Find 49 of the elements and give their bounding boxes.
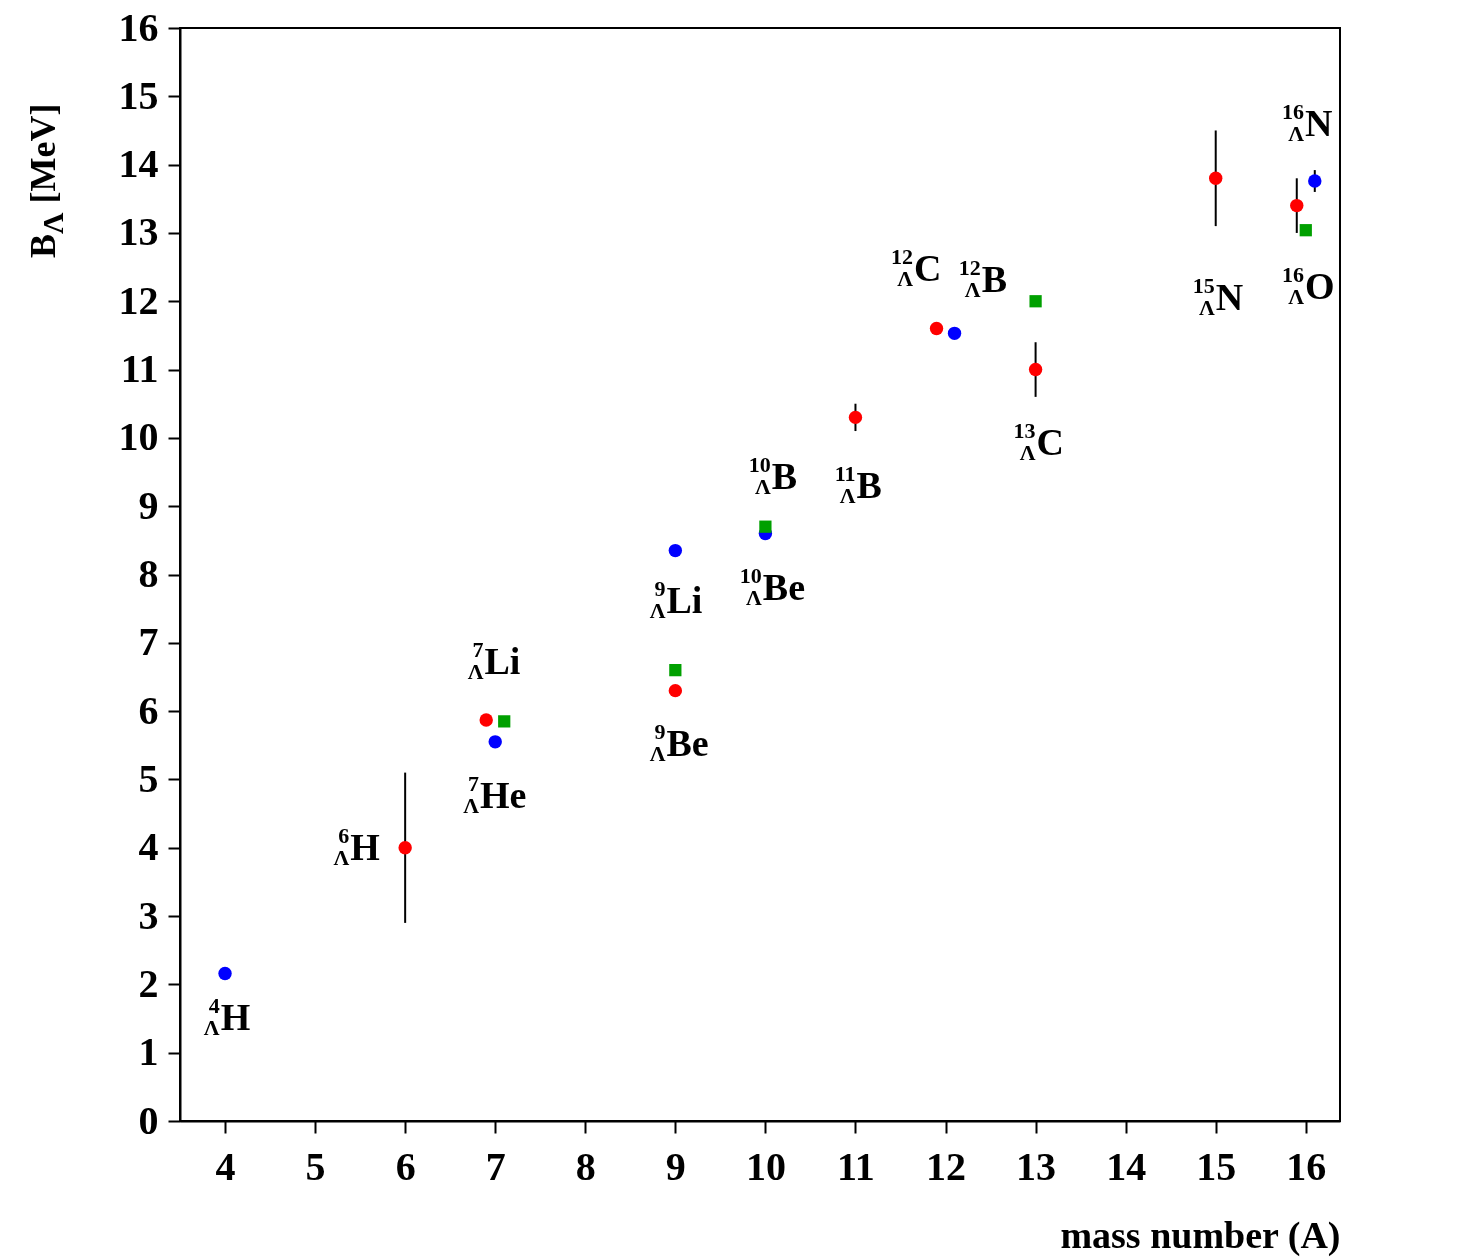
point xyxy=(669,664,682,677)
y-tick-label: 2 xyxy=(138,960,159,1006)
y-tick-label: 16 xyxy=(118,4,159,50)
x-tick-label: 8 xyxy=(575,1143,596,1189)
point xyxy=(947,326,962,341)
point xyxy=(929,321,944,336)
x-tick-label: 10 xyxy=(745,1143,786,1189)
point xyxy=(1028,362,1043,377)
x-tick-label: 7 xyxy=(485,1143,506,1189)
y-tick-label: 6 xyxy=(138,687,159,733)
point xyxy=(479,713,493,727)
point xyxy=(1299,224,1312,237)
point xyxy=(759,520,772,533)
point xyxy=(398,841,412,855)
x-tick-label: 11 xyxy=(837,1143,875,1189)
x-tick-label: 15 xyxy=(1196,1143,1237,1189)
point xyxy=(668,543,683,558)
point xyxy=(668,683,683,698)
y-tick-label: 10 xyxy=(118,414,159,460)
point xyxy=(848,410,863,425)
x-tick-label: 4 xyxy=(215,1143,236,1189)
y-tick-label: 0 xyxy=(138,1097,159,1143)
x-tick-label: 13 xyxy=(1016,1143,1057,1189)
y-tick-label: 14 xyxy=(118,141,159,187)
x-tick-label: 12 xyxy=(926,1143,967,1189)
y-tick-label: 15 xyxy=(118,72,159,118)
point xyxy=(1290,198,1304,213)
x-tick-label: 14 xyxy=(1106,1143,1147,1189)
x-tick-label: 9 xyxy=(665,1143,686,1189)
point xyxy=(1029,295,1042,308)
x-tick-label: 16 xyxy=(1286,1143,1327,1189)
x-tick-label: 6 xyxy=(395,1143,416,1189)
point xyxy=(488,735,502,749)
y-tick-label: 13 xyxy=(118,209,159,255)
y-tick-label: 4 xyxy=(138,824,159,870)
y-tick-label: 9 xyxy=(138,482,159,528)
point xyxy=(218,966,232,981)
y-tick-label: 3 xyxy=(138,892,159,938)
y-tick-label: 8 xyxy=(138,551,159,596)
y-tick-label: 11 xyxy=(120,346,159,392)
point xyxy=(498,715,511,728)
x-axis-title: mass number (A) xyxy=(1060,1213,1341,1257)
y-tick-label: 1 xyxy=(138,1029,159,1075)
y-tick-label: 5 xyxy=(138,755,159,801)
point xyxy=(1209,171,1223,185)
y-tick-label: 12 xyxy=(118,277,159,323)
x-tick-label: 5 xyxy=(305,1143,326,1189)
y-tick-label: 7 xyxy=(138,619,159,665)
point xyxy=(1308,174,1322,188)
